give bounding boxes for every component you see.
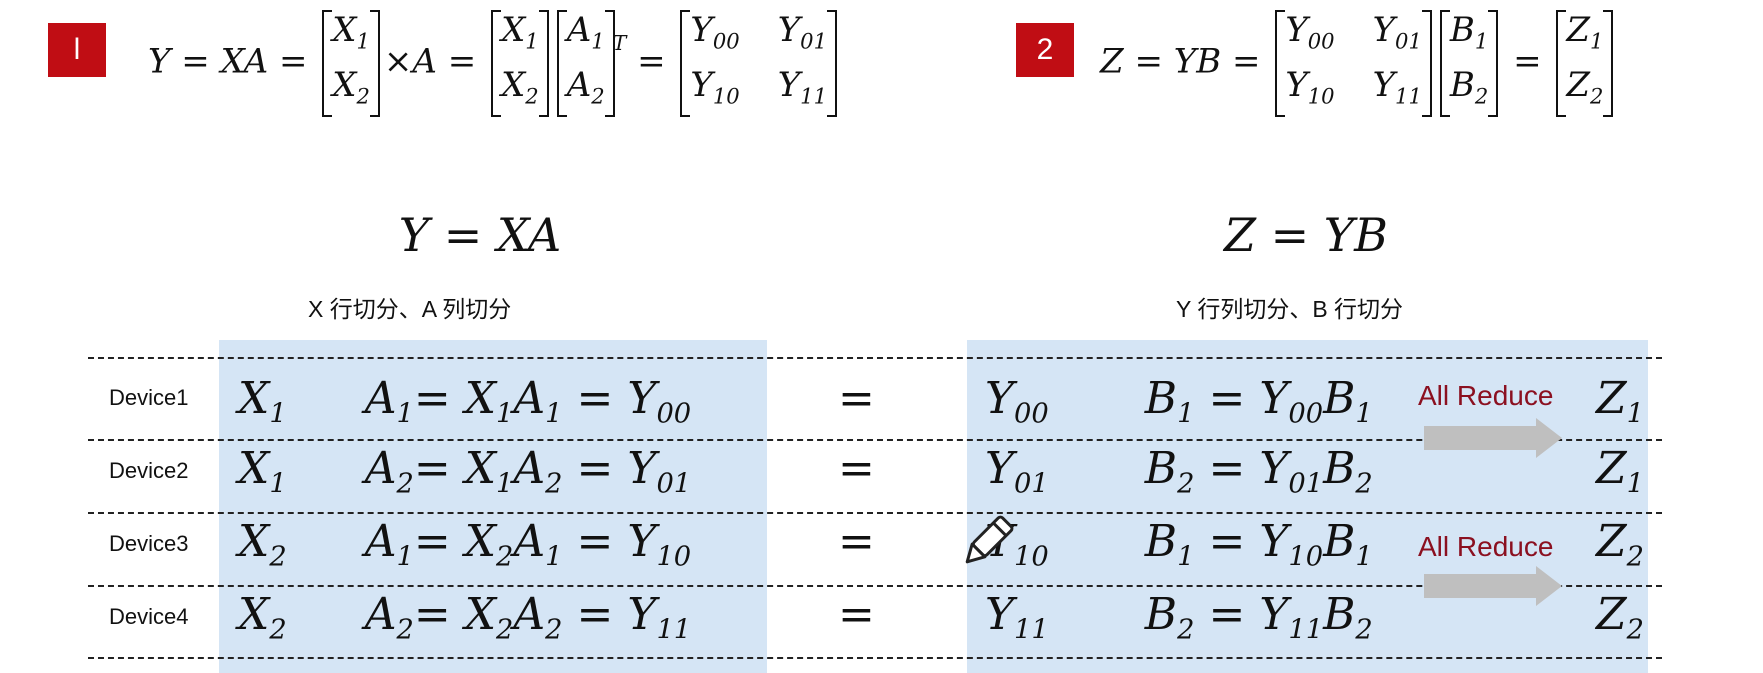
device-label: Device3 [109, 531, 189, 556]
left-row-formula: X2 A1= X2A1 = Y10 [238, 516, 692, 573]
device-label: Device4 [109, 604, 189, 629]
device-label: Device2 [109, 458, 189, 483]
z-result: Z1 [1596, 373, 1644, 430]
row-divider [88, 357, 1662, 359]
formula-badge-1: l [48, 23, 106, 77]
times-a: ×A [383, 41, 437, 82]
row-divider [88, 585, 1662, 587]
z-result: Z2 [1596, 516, 1644, 573]
matrix-y: Y00 Y01 Y10 Y11 [680, 8, 837, 119]
z-result: Z2 [1596, 589, 1644, 646]
right-highlight-panel [967, 340, 1648, 673]
right-row-formula: Y01 B2 = Y01B2 [985, 443, 1373, 500]
device-label: Device1 [109, 385, 189, 410]
row-divider [88, 439, 1662, 441]
left-subtitle: X 行切分、A 列切分 [308, 296, 512, 322]
z-result: Z1 [1596, 443, 1644, 500]
right-title: Z = YB [1224, 208, 1388, 262]
transpose-mark: T [612, 30, 627, 55]
matrix-z: Z1 Z2 [1556, 8, 1614, 119]
left-row-formula: X2 A2= X2A2 = Y11 [238, 589, 692, 646]
left-title: Y = XA [398, 208, 562, 262]
right-row-formula: Y11 B2 = Y11B2 [985, 589, 1373, 646]
pencil-icon [965, 515, 1014, 564]
right-subtitle: Y 行列切分、B 行切分 [1176, 296, 1404, 322]
equals-sign: = [838, 443, 875, 494]
all-reduce-arrow [1424, 418, 1562, 458]
matrix-x-2: X1 X2 [491, 8, 549, 119]
left-row-formula: X1 A1= X1A1 = Y00 [238, 373, 692, 430]
left-row-formula: X1 A2= X1A2 = Y01 [238, 443, 692, 500]
matrix-a: A1 A2 [556, 8, 615, 119]
all-reduce-label: All Reduce [1418, 531, 1554, 562]
matrix-b: B1 B2 [1439, 8, 1499, 119]
right-row-formula: Y00 B1 = Y00B1 [985, 373, 1373, 430]
matrix-y-2: Y00 Y01 Y10 Y11 [1275, 8, 1432, 119]
all-reduce-arrow [1424, 566, 1562, 606]
right-row-formula: Y10 B1 = Y10B1 [985, 516, 1373, 573]
formula-2: Z = YB = Y00 Y01 Y10 Y11 B1 B2 = Z1 Z2 [1100, 8, 1617, 119]
row-divider [88, 512, 1662, 514]
equals-sign: = [838, 373, 875, 424]
equals-sign: = [838, 589, 875, 640]
row-divider [88, 657, 1662, 659]
formula-1: Y = XA = X1 X2 ×A = X1 X2 A1 A2 T = Y00 … [148, 8, 841, 119]
left-highlight-panel [219, 340, 767, 673]
equals-sign: = [838, 516, 875, 567]
formula-badge-2: 2 [1016, 23, 1074, 77]
matrix-x: X1 X2 [322, 8, 380, 119]
all-reduce-label: All Reduce [1418, 380, 1554, 411]
